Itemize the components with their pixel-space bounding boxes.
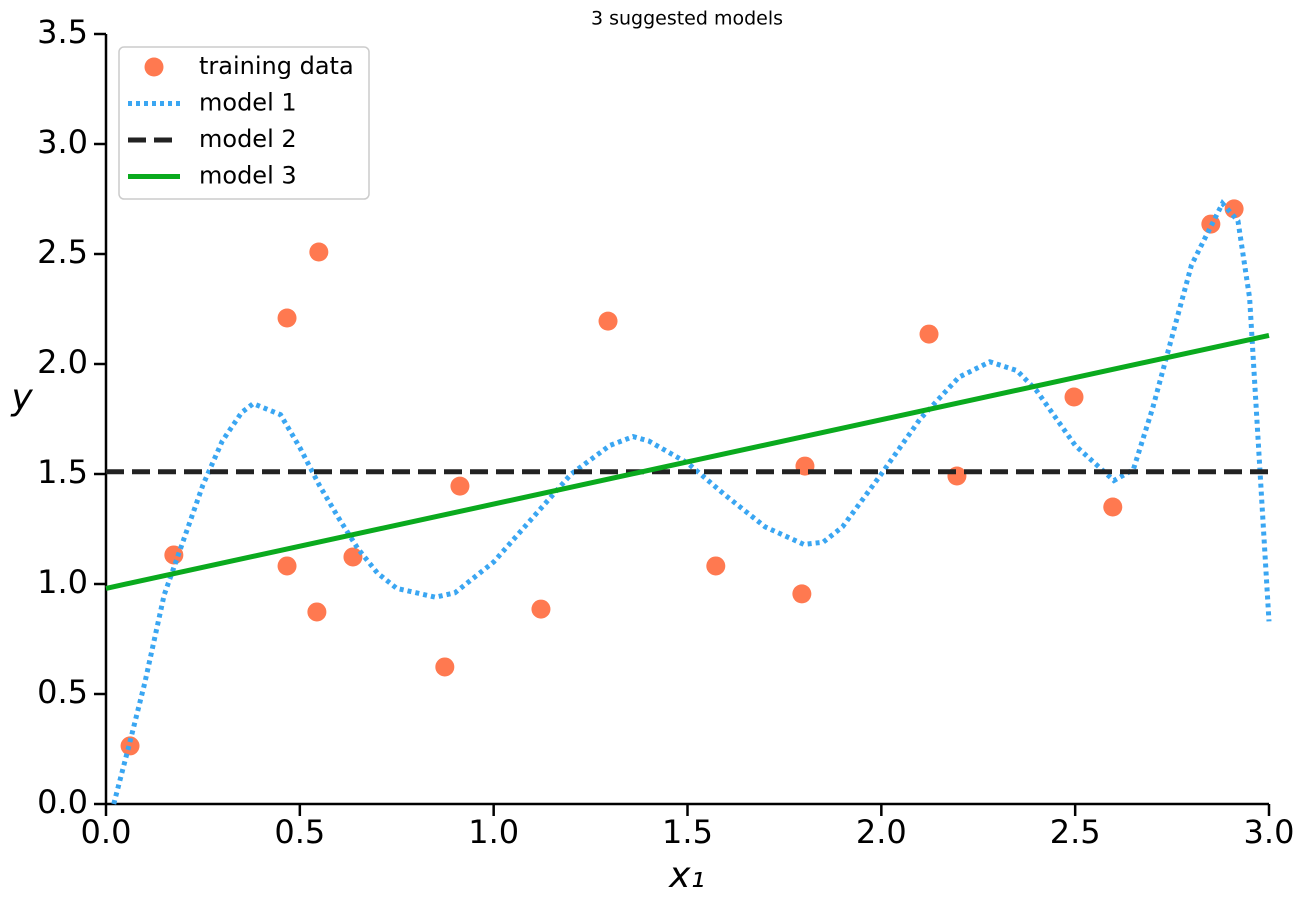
y-tick-label: 1.0 <box>37 563 88 601</box>
data-point <box>531 599 551 619</box>
data-point <box>1064 387 1084 407</box>
data-point <box>435 657 455 677</box>
data-point <box>277 556 297 576</box>
data-point <box>277 308 297 328</box>
y-axis-label: y <box>10 377 33 418</box>
x-tick-label: 0.0 <box>81 813 132 851</box>
y-tick-label: 1.5 <box>37 453 88 491</box>
data-point <box>706 556 726 576</box>
chart-title: 3 suggested models <box>591 8 783 30</box>
data-point <box>164 545 184 565</box>
legend-box <box>118 46 370 200</box>
x-tick-label: 1.0 <box>468 813 519 851</box>
x-tick-label: 3.0 <box>1244 813 1295 851</box>
model-line <box>111 198 1272 805</box>
y-tick-label: 0.0 <box>37 783 88 821</box>
legend-marker <box>144 57 164 77</box>
legend-label: model 1 <box>199 89 297 117</box>
y-tick-label: 3.0 <box>37 123 88 161</box>
data-point <box>309 242 329 262</box>
x-tick-label: 2.0 <box>856 813 907 851</box>
legend-label: model 3 <box>199 162 297 190</box>
data-point <box>450 476 470 496</box>
data-point <box>343 547 363 567</box>
data-point <box>792 584 812 604</box>
data-point <box>919 324 939 344</box>
model-line <box>105 332 1270 591</box>
y-tick-label: 2.5 <box>37 233 88 271</box>
legend-label: model 2 <box>199 125 297 153</box>
y-tick-label: 0.5 <box>37 673 88 711</box>
y-tick-label: 3.5 <box>37 13 88 51</box>
data-point <box>1103 497 1123 517</box>
data-point <box>120 736 140 756</box>
data-point <box>598 311 618 331</box>
y-tick-label: 2.0 <box>37 343 88 381</box>
x-tick-label: 2.5 <box>1050 813 1101 851</box>
legend-label: training data <box>199 52 354 80</box>
data-point <box>307 602 327 622</box>
x-tick-label: 1.5 <box>662 813 713 851</box>
data-point <box>1224 199 1244 219</box>
x-axis-label: x₁ <box>668 855 705 896</box>
x-tick-label: 0.5 <box>274 813 325 851</box>
